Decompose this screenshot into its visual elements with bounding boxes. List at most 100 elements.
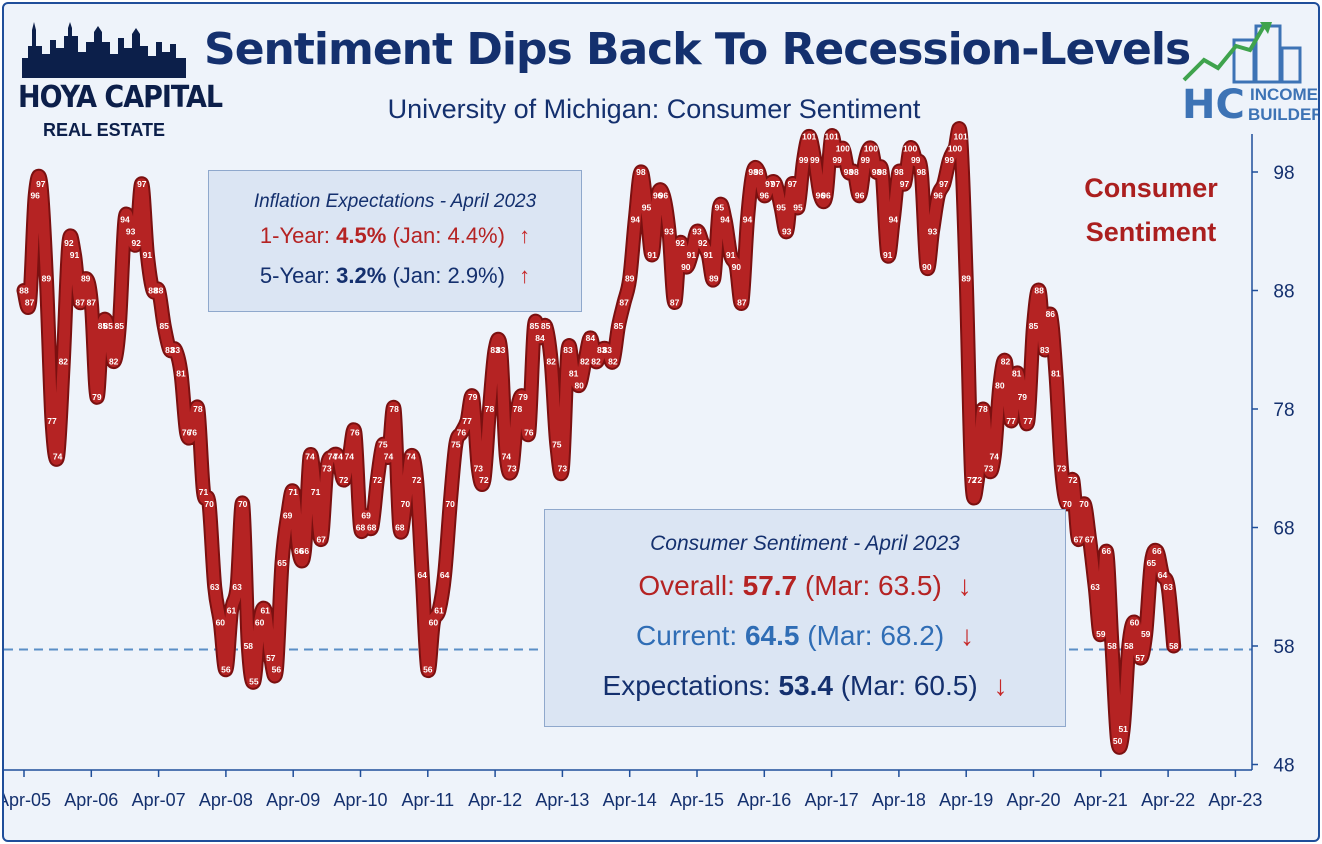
data-label: 89 <box>81 274 91 284</box>
data-label: 93 <box>782 226 792 236</box>
data-label: 79 <box>468 392 478 402</box>
data-label: 68 <box>395 523 405 533</box>
data-label: 61 <box>260 606 270 616</box>
data-label: 81 <box>176 368 186 378</box>
data-label: 85 <box>541 321 551 331</box>
x-tick-label: Apr-09 <box>266 790 320 810</box>
data-label: 84 <box>535 333 545 343</box>
data-label: 89 <box>42 274 52 284</box>
data-label: 82 <box>59 357 69 367</box>
sentiment-box-heading: Consumer Sentiment - April 2023 <box>650 532 960 555</box>
data-label: 56 <box>272 665 282 675</box>
data-label: 98 <box>877 167 887 177</box>
data-label: 85 <box>614 321 624 331</box>
data-label: 71 <box>199 487 209 497</box>
data-label: 61 <box>434 606 444 616</box>
data-label: 63 <box>210 582 220 592</box>
data-label: 82 <box>1001 357 1011 367</box>
data-label: 63 <box>232 582 242 592</box>
data-label: 87 <box>670 297 680 307</box>
current-prior: (Mar: 68.2) <box>807 620 945 651</box>
data-label: 85 <box>103 321 113 331</box>
data-label: 99 <box>861 155 871 165</box>
x-tick-label: Apr-15 <box>670 790 724 810</box>
data-label: 96 <box>659 191 669 201</box>
data-label: 100 <box>903 143 917 153</box>
inflation-1y-label: 1-Year: <box>259 223 331 248</box>
data-label: 100 <box>864 143 878 153</box>
income-builder-mark: HC <box>1182 82 1245 128</box>
data-label: 83 <box>171 345 181 355</box>
data-label: 83 <box>597 345 607 355</box>
arrow-up-icon: ↑ <box>519 223 531 248</box>
data-label: 60 <box>429 617 439 627</box>
hoya-logo-line1: HOYA CAPITAL <box>18 80 223 115</box>
data-label: 82 <box>608 357 618 367</box>
inflation-row-1year: 1-Year: 4.5% (Jan: 4.4%) ↑ <box>209 223 581 249</box>
data-label: 74 <box>305 451 315 461</box>
data-label: 72 <box>339 475 349 485</box>
inflation-5y-value: 3.2% <box>336 263 387 288</box>
x-tick-label: Apr-10 <box>333 790 387 810</box>
data-label: 73 <box>322 463 332 473</box>
data-label: 101 <box>825 131 839 141</box>
data-label: 94 <box>720 214 730 224</box>
data-label: 99 <box>911 155 921 165</box>
data-label: 69 <box>283 511 293 521</box>
data-label: 91 <box>703 250 713 260</box>
overall-value: 57.7 <box>742 570 798 601</box>
data-label: 99 <box>810 155 820 165</box>
data-label: 70 <box>1062 499 1072 509</box>
data-label: 98 <box>844 167 854 177</box>
data-label: 93 <box>928 226 938 236</box>
data-label: 72 <box>967 475 977 485</box>
data-label: 96 <box>760 191 770 201</box>
data-label: 70 <box>204 499 214 509</box>
data-label: 76 <box>350 428 360 438</box>
data-label: 99 <box>832 155 842 165</box>
data-label: 71 <box>311 487 321 497</box>
data-label: 73 <box>558 463 568 473</box>
data-label: 69 <box>361 511 371 521</box>
data-label: 83 <box>496 345 506 355</box>
sentiment-row-expectations: Expectations: 53.4 (Mar: 60.5) ↓ <box>545 670 1065 702</box>
data-label: 70 <box>445 499 455 509</box>
hoya-logo-line2: REAL ESTATE <box>42 120 165 140</box>
data-label: 99 <box>945 155 955 165</box>
current-label: Current: <box>636 620 738 651</box>
data-label: 57 <box>266 653 276 663</box>
x-tick-label: Apr-14 <box>603 790 657 810</box>
data-label: 93 <box>692 226 702 236</box>
income-builder-line2: BUILDER <box>1248 105 1320 124</box>
data-label: 95 <box>793 203 803 213</box>
data-label: 89 <box>709 274 719 284</box>
x-tick-label: Apr-16 <box>737 790 791 810</box>
data-label: 96 <box>816 191 826 201</box>
data-label: 64 <box>440 570 450 580</box>
data-label: 96 <box>653 191 663 201</box>
x-tick-label: Apr-07 <box>132 790 186 810</box>
data-label: 91 <box>647 250 657 260</box>
data-label: 98 <box>754 167 764 177</box>
data-label: 74 <box>333 451 343 461</box>
data-label: 58 <box>1107 641 1117 651</box>
data-label: 81 <box>1012 368 1022 378</box>
data-label: 56 <box>423 665 433 675</box>
hoya-capital-logo: HOYA CAPITAL REAL ESTATE <box>18 18 223 152</box>
x-tick-label: Apr-18 <box>872 790 926 810</box>
y-tick-label: 78 <box>1273 400 1294 421</box>
x-tick-label: Apr-12 <box>468 790 522 810</box>
data-label: 61 <box>227 606 237 616</box>
x-tick-label: Apr-06 <box>64 790 118 810</box>
data-label: 63 <box>1090 582 1100 592</box>
data-label: 73 <box>474 463 484 473</box>
data-label: 73 <box>984 463 994 473</box>
data-label: 98 <box>849 167 859 177</box>
data-label: 75 <box>451 440 461 450</box>
x-tick-label: Apr-23 <box>1208 790 1262 810</box>
data-label: 78 <box>389 404 399 414</box>
data-label: 60 <box>1130 617 1140 627</box>
data-label: 81 <box>569 368 579 378</box>
data-label: 97 <box>900 179 910 189</box>
inflation-5y-prior: (Jan: 2.9%) <box>392 263 505 288</box>
